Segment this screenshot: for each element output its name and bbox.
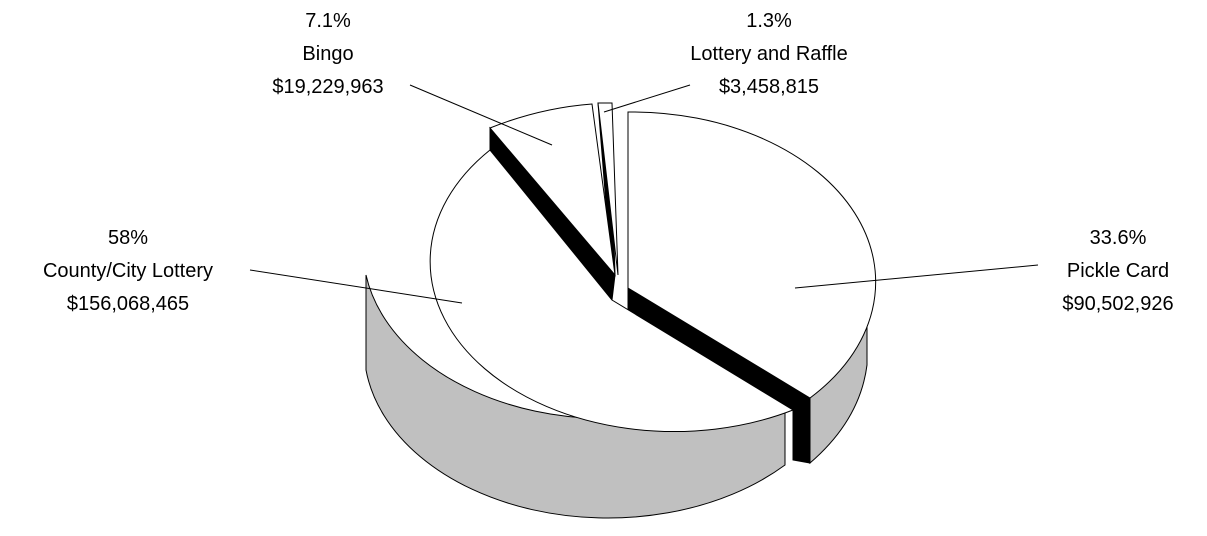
slice-lottery-and-raffle: [597, 102, 619, 276]
data-label-bingo-percent: 7.1%: [305, 10, 351, 32]
data-label-lottery-and-raffle-name: Lottery and Raffle: [690, 43, 848, 65]
data-label-county-city-lottery-name: County/City Lottery: [43, 260, 213, 282]
slice-county-city-lottery: [429, 149, 795, 433]
data-label-pickle-card-value: $90,502,926: [1062, 293, 1173, 315]
slice-side-wall-county-city-lottery: [365, 274, 786, 519]
leader-line-lottery-and-raffle: [603, 84, 691, 113]
slice-bingo: [489, 103, 616, 277]
leader-line-pickle-card: [794, 264, 1039, 289]
data-label-county-city-lottery-percent: 58%: [108, 227, 148, 249]
data-label-pickle-card-percent: 33.6%: [1090, 227, 1147, 249]
data-label-lottery-and-raffle-value: $3,458,815: [719, 76, 819, 98]
data-label-pickle-card-name: Pickle Card: [1067, 260, 1169, 282]
data-label-bingo-value: $19,229,963: [272, 76, 383, 98]
leader-line-bingo: [409, 84, 553, 146]
data-label-lottery-and-raffle-percent: 1.3%: [746, 10, 792, 32]
leader-line-county-city-lottery: [249, 269, 463, 304]
slice-pickle-card: [627, 111, 877, 399]
data-label-county-city-lottery-value: $156,068,465: [67, 293, 189, 315]
data-label-bingo-name: Bingo: [302, 43, 353, 65]
